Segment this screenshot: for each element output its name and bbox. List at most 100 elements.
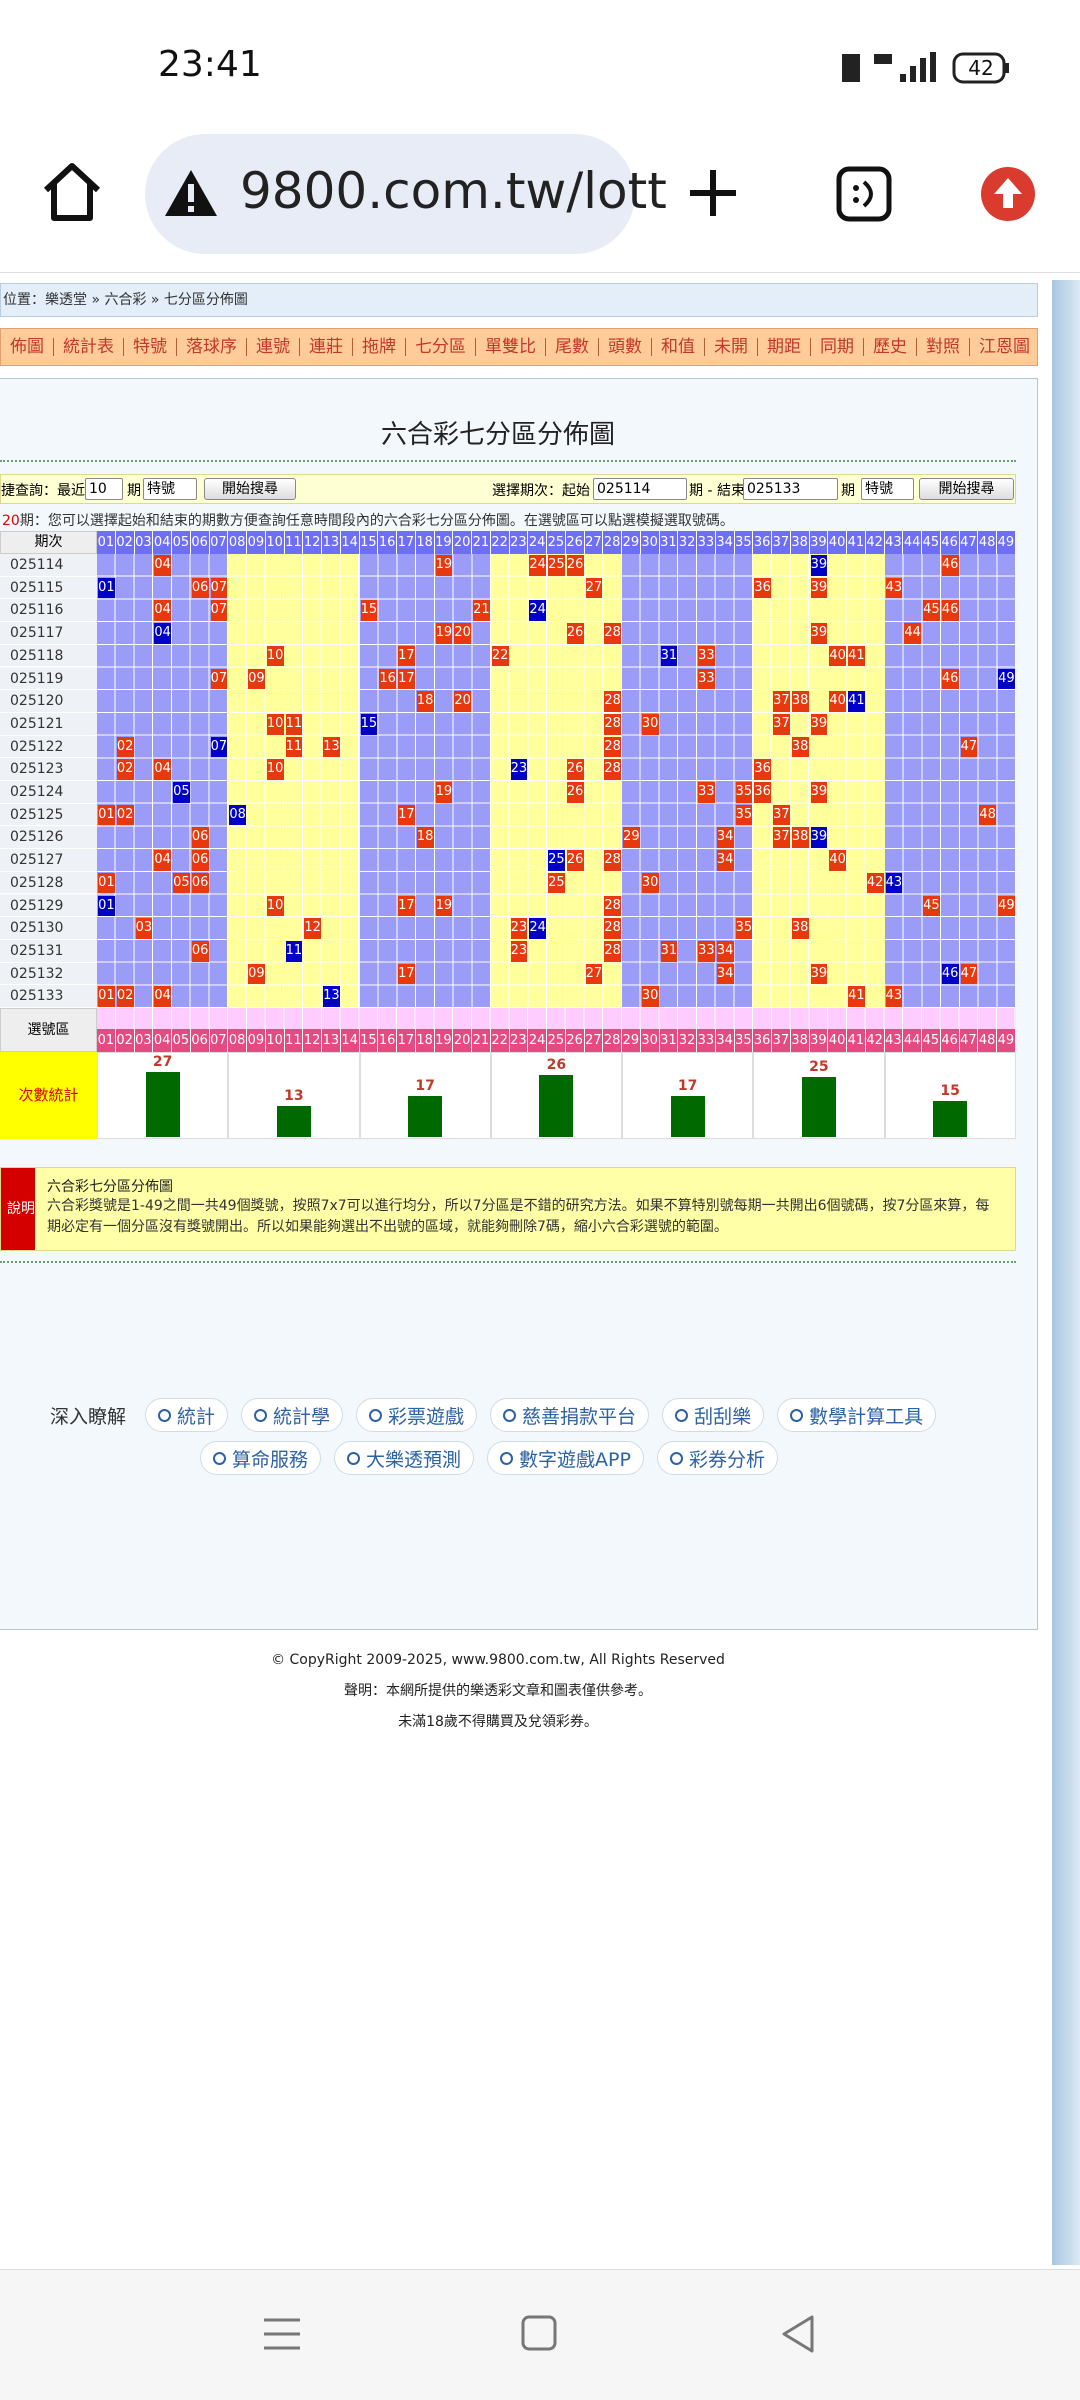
select-label: 選號區 [0,1008,97,1052]
distribution-table: 期次 01 02 03 04 05 06 07 08 09 10 11 12 13 14 15 16 17 18 19… [0,531,1016,1141]
link-pill[interactable]: 數學計算工具 [777,1398,937,1432]
nav-item[interactable]: 頭數 [599,338,652,356]
drawn-number: 38 [791,691,809,712]
drawn-number: 28 [604,713,621,735]
zone-column [490,554,622,1008]
status-time: 23:41 [158,44,262,85]
drawn-number: 20 [454,691,471,712]
back-button[interactable] [778,2314,818,2354]
nav-item[interactable]: 落球序 [177,338,247,356]
nav-item[interactable]: 佈圖 [1,338,54,356]
nav-item[interactable]: 單雙比 [476,338,546,356]
link-pill[interactable]: 大樂透預測 [334,1441,475,1475]
period-label: 025120 [0,690,97,713]
nav-item[interactable]: 歷史 [864,338,917,356]
type-select[interactable]: 特號 [861,478,914,500]
drawn-number: 07 [210,668,228,690]
drawn-number: 33 [698,940,715,962]
nav-item[interactable]: 連莊 [300,338,353,356]
end-input[interactable]: 025133 [743,478,838,500]
url-bar[interactable]: 9800.com.tw/lott [145,134,667,254]
status-icons [842,52,1009,84]
drawn-number: 30 [641,986,659,1007]
home-nav-button[interactable] [520,2314,560,2354]
update-button[interactable] [980,166,1036,222]
menu-button[interactable] [262,2314,302,2354]
nav-item[interactable]: 七分區 [406,338,476,356]
nav-item[interactable]: 未開 [705,338,758,356]
link-pill[interactable]: 彩券分析 [656,1441,778,1475]
nav-item[interactable]: 拖牌 [353,338,406,356]
drawn-number: 28 [604,850,621,871]
period-label: 025125 [0,803,97,827]
column-header: 04 [153,531,172,554]
drawn-number: 28 [604,623,621,644]
count-select[interactable]: 10 [85,478,123,500]
link-pill[interactable]: 慈善捐款平台 [490,1398,650,1432]
drawn-number: 24 [529,918,546,939]
period-label: 025131 [0,939,97,963]
home-button[interactable] [40,160,104,224]
drawn-number: 29 [623,827,640,849]
drawn-number: 02 [116,986,134,1007]
search-button[interactable]: 開始搜尋 [204,478,296,500]
drawn-number: 43 [885,986,903,1007]
link-pill[interactable]: 彩票遊戲 [356,1398,478,1432]
nav-item[interactable]: 尾數 [546,338,599,356]
drawn-number: 30 [641,872,659,894]
nav-item[interactable]: 期距 [758,338,811,356]
select-number: 08 [228,1029,247,1052]
nav-item[interactable]: 對照 [917,338,970,356]
footer-line: 未滿18歲不得購買及兌領彩券。 [398,1714,598,1730]
new-tab-button[interactable] [688,168,738,218]
link-pill[interactable]: 算命服務 [200,1441,322,1475]
drawn-number: 22 [491,645,509,667]
type-select[interactable]: 特號 [143,478,197,500]
nav-item[interactable]: 和值 [652,338,705,356]
link-text: 統計學 [273,1405,331,1428]
link-pill[interactable]: 數字遊戲APP [487,1441,644,1475]
column-header: 17 [397,531,416,554]
drawn-number: 28 [604,918,621,939]
search-button[interactable]: 開始搜尋 [919,478,1014,500]
drawn-number: 40 [829,645,846,667]
column-header: 01 [97,531,116,554]
note-text: 期：您可以選擇起始和結束的期數方便查詢任意時間段內的六合彩七分區分佈圖。在選號區… [19,513,734,529]
start-input[interactable]: 025114 [593,478,687,500]
link-pill[interactable]: 統計 [145,1398,229,1432]
tabs-button[interactable] [836,166,892,222]
nav-item[interactable]: 江恩圖 [970,338,1037,356]
drawn-number: 49 [998,668,1015,690]
column-header: 09 [247,531,266,554]
drawn-number: 01 [98,872,115,894]
link-pill[interactable]: 統計學 [241,1398,344,1432]
drawn-number: 10 [266,895,284,917]
column-header: 42 [865,531,885,554]
column-header: 30 [640,531,660,554]
select-number: 15 [359,1029,379,1052]
nav-item[interactable]: 特號 [124,338,177,356]
link-pill[interactable]: 刮刮樂 [662,1398,765,1432]
nav-item[interactable]: 連號 [247,338,300,356]
period-label: 025130 [0,917,97,940]
drawn-number: 19 [435,555,453,576]
drawn-number: 46 [941,668,959,690]
drawn-number: 39 [810,577,828,599]
drawn-number: 41 [848,645,865,667]
column-header: 49 [997,531,1016,554]
select-row[interactable] [97,1008,1016,1029]
drawn-number: 39 [810,555,828,576]
select-number: 01 [97,1029,116,1052]
nav-item[interactable]: 統計表 [54,338,124,356]
select-number: 16 [378,1029,397,1052]
drawn-number: 02 [116,804,134,826]
explanation-title: 六合彩七分區分佈圖 [47,1179,173,1195]
drawn-number: 09 [248,963,265,985]
drawn-number: 43 [885,872,903,894]
column-header: 35 [734,531,754,554]
drawn-number: 05 [173,782,190,803]
column-header: 41 [847,531,866,554]
nav-item[interactable]: 同期 [811,338,864,356]
drawn-number: 17 [398,963,415,985]
